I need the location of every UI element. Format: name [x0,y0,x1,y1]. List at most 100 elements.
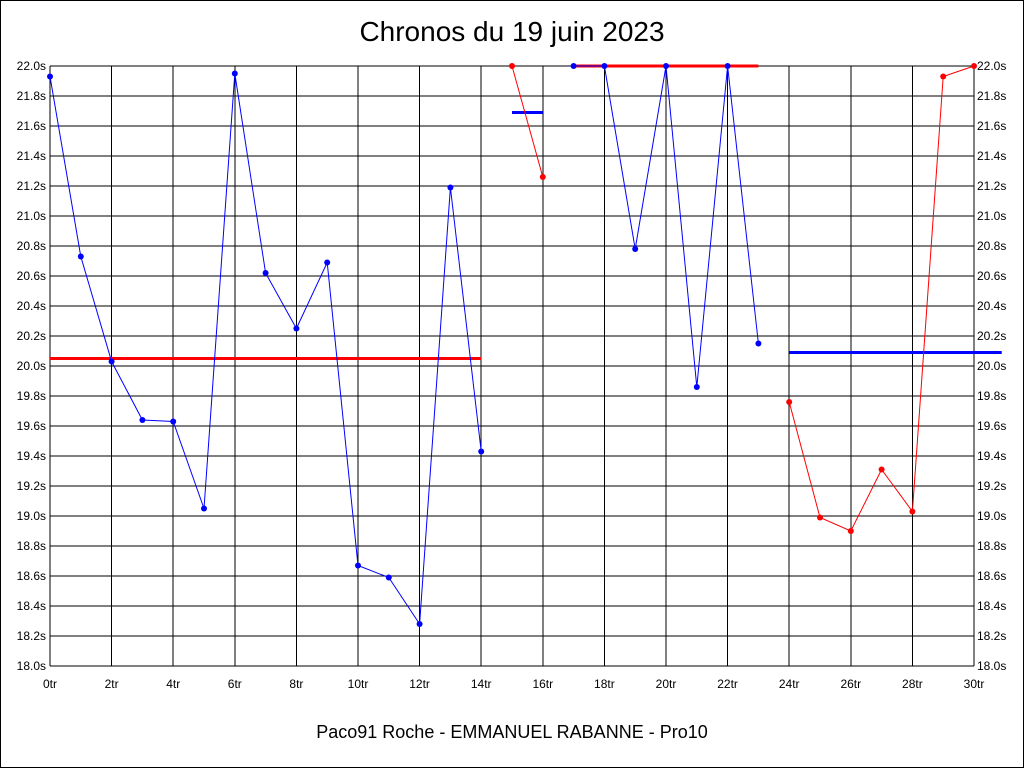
data-point [971,63,977,69]
y-tick-label: 19.8s [977,389,1006,403]
y-tick-label: 21.6s [17,119,46,133]
series-lines [49,65,975,626]
x-tick-label: 30tr [964,677,985,691]
y-tick-label: 22.0s [977,59,1006,73]
y-tick-label: 18.6s [977,569,1006,583]
data-point [262,270,269,276]
data-point [724,63,731,69]
grid-lines [49,65,975,667]
data-point [108,358,115,365]
data-point [385,574,392,581]
data-point [47,73,53,80]
y-tick-label: 21.0s [17,209,46,223]
data-point [478,448,485,455]
data-point [201,505,207,512]
chart-subtitle: Paco91 Roche - EMMANUEL RABANNE - Pro10 [316,722,708,742]
chart-title: Chronos du 19 juin 2023 [359,16,665,47]
y-tick-label: 18.0s [17,659,46,673]
y-tick-label: 22.0s [17,59,46,73]
y-tick-label: 20.0s [17,359,46,373]
data-point [940,73,947,80]
y-tick-label: 19.4s [17,449,46,463]
y-tick-label: 21.2s [17,179,46,193]
y-tick-label: 19.0s [977,509,1006,523]
data-point [878,466,885,473]
x-tick-label: 4tr [166,677,180,691]
y-tick-label: 20.6s [977,269,1006,283]
average-lines [50,64,1002,360]
y-tick-label: 21.4s [17,149,46,163]
data-point [231,70,238,77]
y-tick-label: 19.8s [17,389,46,403]
data-point [355,562,361,569]
y-tick-label: 18.8s [17,539,46,553]
y-tick-label: 18.8s [977,539,1006,553]
x-tick-label: 26tr [840,677,861,691]
y-tick-label: 21.8s [17,89,46,103]
y-tick-label: 18.0s [977,659,1006,673]
y-tick-label: 20.6s [17,269,46,283]
x-tick-label: 18tr [594,677,615,691]
x-tick-label: 0tr [43,677,57,691]
y-tick-label: 21.2s [977,179,1006,193]
data-points [47,63,977,627]
data-point [539,174,546,180]
x-tick-label: 24tr [779,677,800,691]
y-tick-label: 19.2s [977,479,1006,493]
x-tick-label: 16tr [532,677,553,691]
y-tick-label: 18.2s [977,629,1006,643]
y-tick-label: 18.6s [17,569,46,583]
y-tick-label: 20.0s [977,359,1006,373]
data-point [663,63,669,69]
y-tick-label: 19.6s [977,419,1006,433]
y-tick-label: 19.0s [17,509,46,523]
x-tick-label: 8tr [289,677,303,691]
y-tick-label: 18.2s [17,629,46,643]
data-point [632,246,639,252]
y-tick-label: 20.4s [977,299,1006,313]
data-point [601,63,608,69]
y-tick-label: 20.2s [977,329,1006,343]
y-tick-label: 18.4s [17,599,46,613]
y-tick-label: 20.8s [977,239,1006,253]
data-point [509,63,515,69]
data-point [170,418,177,425]
data-point [847,528,854,534]
y-tick-label: 20.2s [17,329,46,343]
x-tick-labels: 0tr 2tr 4tr 6tr 8tr 10tr 12tr 14tr 16tr 18tr 20tr 2… [43,677,984,691]
data-point [139,417,146,423]
data-point [324,259,331,266]
series-line [788,65,975,532]
y-tick-label: 21.6s [977,119,1006,133]
x-tick-label: 20tr [656,677,677,691]
data-point [77,253,84,260]
x-tick-label: 10tr [348,677,369,691]
y-tick-label: 19.6s [17,419,46,433]
x-tick-label: 6tr [228,677,242,691]
data-point [786,399,793,405]
data-point [447,184,454,191]
x-tick-label: 14tr [471,677,492,691]
y-tick-label: 20.8s [17,239,46,253]
y-tick-label: 21.4s [977,149,1006,163]
data-point [570,63,577,69]
data-point [416,621,423,627]
data-point [293,325,300,332]
y-tick-label: 20.4s [17,299,46,313]
y-tick-label: 19.4s [977,449,1006,463]
data-point [909,508,916,515]
y-tick-label: 19.2s [17,479,46,493]
data-point [755,340,762,347]
series-line [511,65,544,178]
x-tick-label: 28tr [902,677,923,691]
y-tick-label: 18.4s [977,599,1006,613]
y-tick-label: 21.0s [977,209,1006,223]
y-tick-labels-left: 18.0s 18.2s 18.4s 18.6s 18.8s 19.0s 19.2s 19.4s… [17,59,46,673]
x-tick-label: 12tr [409,677,430,691]
y-tick-label: 21.8s [977,89,1006,103]
x-tick-label: 2tr [105,677,119,691]
data-point [817,514,823,521]
data-point [693,384,700,390]
